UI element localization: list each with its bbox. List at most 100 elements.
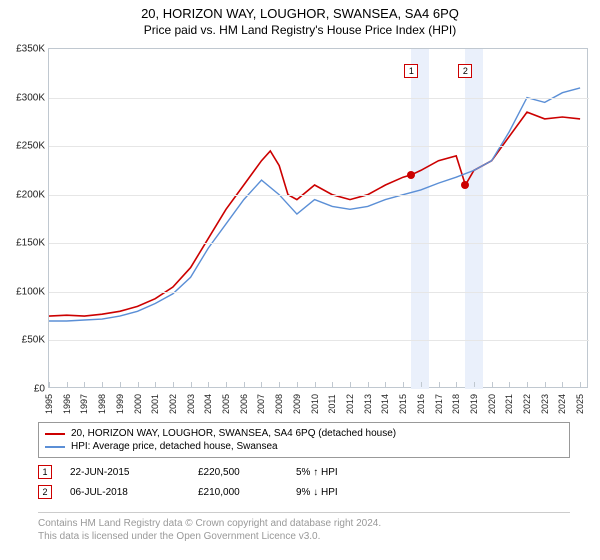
x-tick-label: 2021 [504,394,514,414]
x-tick-label: 2002 [168,394,178,414]
y-tick-label: £350K [3,44,45,55]
y-tick-label: £300K [3,92,45,103]
sale-marker-box: 2 [458,64,472,78]
plot-background: £0£50K£100K£150K£200K£250K£300K£350K1995… [48,48,588,388]
y-gridline [49,340,589,341]
x-tick-label: 2025 [575,394,585,414]
x-tick-mark [421,382,422,387]
x-tick-label: 2001 [150,394,160,414]
y-gridline [49,98,589,99]
x-tick-label: 1999 [115,394,125,414]
x-tick-label: 2013 [363,394,373,414]
x-tick-mark [49,382,50,387]
chart-subtitle: Price paid vs. HM Land Registry's House … [0,21,600,41]
y-tick-label: £50K [3,335,45,346]
x-tick-mark [102,382,103,387]
sale-row: 206-JUL-2018£210,0009% ↓ HPI [38,482,570,502]
x-tick-label: 2014 [380,394,390,414]
x-tick-mark [84,382,85,387]
x-tick-mark [403,382,404,387]
x-tick-label: 2009 [292,394,302,414]
x-tick-label: 1995 [44,394,54,414]
x-tick-label: 2006 [239,394,249,414]
legend-swatch-icon [45,433,65,435]
x-tick-mark [332,382,333,387]
sale-point-icon [407,171,415,179]
x-tick-label: 2011 [327,394,337,413]
x-tick-mark [297,382,298,387]
footer-line1: Contains HM Land Registry data © Crown c… [38,517,570,530]
x-tick-label: 2007 [256,394,266,414]
y-gridline [49,243,589,244]
x-tick-mark [580,382,581,387]
x-tick-mark [456,382,457,387]
x-tick-mark [244,382,245,387]
x-tick-label: 1998 [97,394,107,414]
y-gridline [49,292,589,293]
legend-item: 20, HORIZON WAY, LOUGHOR, SWANSEA, SA4 6… [45,427,563,440]
x-tick-mark [208,382,209,387]
x-tick-mark [368,382,369,387]
x-tick-mark [120,382,121,387]
x-tick-label: 2008 [274,394,284,414]
x-tick-mark [474,382,475,387]
y-gridline [49,195,589,196]
sale-diff: 9% ↓ HPI [296,487,396,498]
x-tick-label: 2005 [221,394,231,414]
x-tick-mark [67,382,68,387]
x-tick-label: 2012 [345,394,355,414]
x-tick-mark [350,382,351,387]
footer-line2: This data is licensed under the Open Gov… [38,530,570,543]
x-tick-mark [562,382,563,387]
x-tick-label: 2020 [487,394,497,414]
x-tick-mark [545,382,546,387]
chart-title: 20, HORIZON WAY, LOUGHOR, SWANSEA, SA4 6… [0,0,600,21]
sale-price: £220,500 [198,467,278,478]
x-tick-mark [385,382,386,387]
y-tick-label: £150K [3,238,45,249]
y-tick-label: £200K [3,189,45,200]
x-tick-label: 2023 [540,394,550,414]
x-tick-label: 2017 [434,394,444,414]
x-tick-mark [279,382,280,387]
sale-date: 22-JUN-2015 [70,467,180,478]
y-tick-label: £0 [3,384,45,395]
x-tick-mark [173,382,174,387]
legend-box: 20, HORIZON WAY, LOUGHOR, SWANSEA, SA4 6… [38,422,570,458]
sale-point-icon [461,181,469,189]
x-tick-label: 2003 [186,394,196,414]
x-tick-mark [226,382,227,387]
chart-container: 20, HORIZON WAY, LOUGHOR, SWANSEA, SA4 6… [0,0,600,560]
x-tick-label: 1997 [79,394,89,414]
x-tick-mark [492,382,493,387]
x-tick-label: 2018 [451,394,461,414]
sale-marker-box: 1 [404,64,418,78]
x-tick-mark [155,382,156,387]
legend-item: HPI: Average price, detached house, Swan… [45,440,563,453]
x-tick-label: 2024 [557,394,567,414]
x-tick-mark [527,382,528,387]
line-series-svg [49,49,589,389]
x-tick-label: 2004 [203,394,213,414]
x-tick-mark [138,382,139,387]
sale-diff: 5% ↑ HPI [296,467,396,478]
sale-row-marker: 1 [38,465,52,479]
x-tick-mark [261,382,262,387]
x-tick-mark [439,382,440,387]
y-gridline [49,146,589,147]
x-tick-label: 2000 [133,394,143,414]
legend-label: HPI: Average price, detached house, Swan… [71,441,278,452]
x-tick-mark [191,382,192,387]
x-tick-label: 1996 [62,394,72,414]
sale-price: £210,000 [198,487,278,498]
y-tick-label: £250K [3,141,45,152]
sale-date: 06-JUL-2018 [70,487,180,498]
x-tick-label: 2016 [416,394,426,414]
x-tick-label: 2019 [469,394,479,414]
footer-attribution: Contains HM Land Registry data © Crown c… [38,512,570,543]
series-hpi [49,88,580,321]
legend-label: 20, HORIZON WAY, LOUGHOR, SWANSEA, SA4 6… [71,428,396,439]
sales-table: 122-JUN-2015£220,5005% ↑ HPI206-JUL-2018… [38,462,570,502]
x-tick-label: 2015 [398,394,408,414]
series-property [49,112,580,316]
